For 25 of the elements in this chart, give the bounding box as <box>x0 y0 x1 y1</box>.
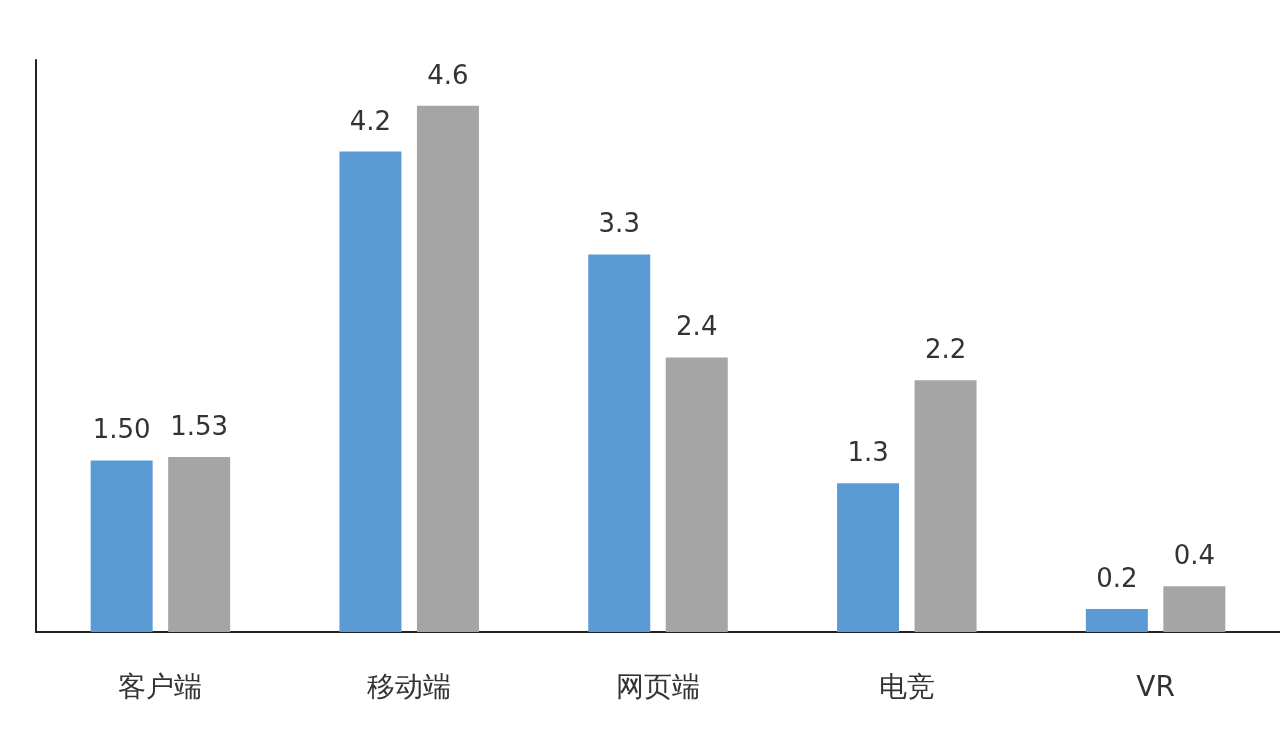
x-tick-label: 网页端 <box>616 669 700 703</box>
data-label: 3.3 <box>598 208 640 239</box>
data-label: 1.53 <box>170 410 229 441</box>
x-tick-label: VR <box>1136 669 1175 703</box>
data-label: 1.50 <box>92 414 151 445</box>
bar <box>416 105 479 632</box>
data-label: 1.3 <box>847 437 889 468</box>
bar <box>588 254 651 632</box>
x-tick-label: 移动端 <box>367 669 452 703</box>
x-tick-label: 客户端 <box>118 669 203 703</box>
bar <box>339 151 402 632</box>
bar <box>1085 609 1148 632</box>
data-label: 4.6 <box>427 59 469 90</box>
bar <box>168 456 231 632</box>
data-label: 0.4 <box>1173 540 1216 571</box>
bar <box>1163 586 1226 632</box>
bar <box>90 460 153 632</box>
bar <box>665 357 728 632</box>
data-label: 2.2 <box>924 334 967 365</box>
data-label: 0.2 <box>1096 563 1138 594</box>
data-label: 2.4 <box>676 311 718 342</box>
bar <box>914 380 977 632</box>
x-tick-label: 电竞 <box>878 669 935 703</box>
bar <box>837 483 900 632</box>
data-label: 4.2 <box>349 105 392 136</box>
